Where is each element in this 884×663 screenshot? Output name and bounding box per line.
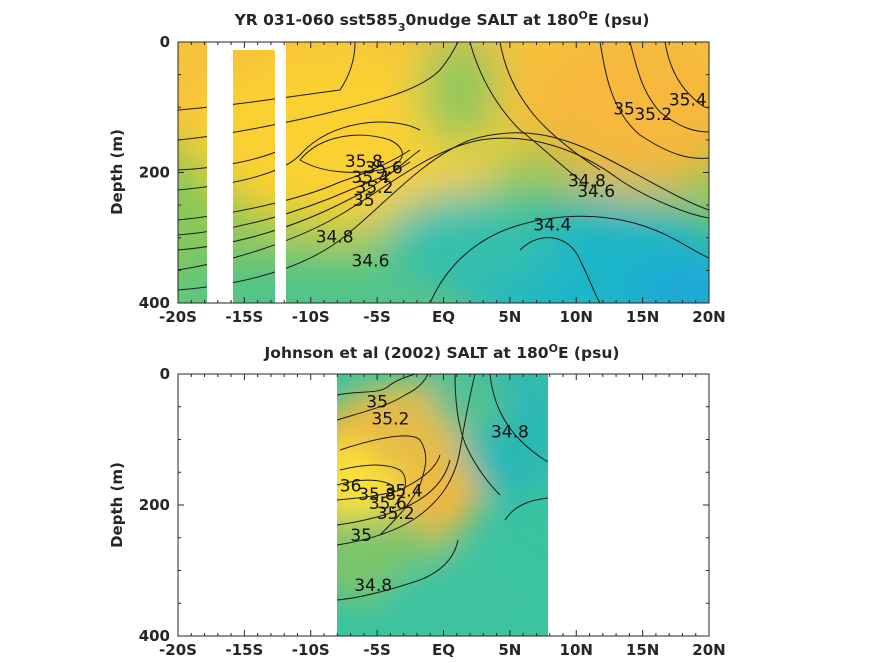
y-tick-label: 200 xyxy=(139,496,170,514)
panel-2-ticks: -20S -15S -10S -5S EQ 5N 10N 15N 20N 0 200 400 xyxy=(139,365,726,659)
contour-label: 35 xyxy=(366,393,388,413)
contour-label: 35.2 xyxy=(356,178,394,198)
contour-label: 35.8 xyxy=(345,152,383,172)
panel-2-contours xyxy=(337,374,548,601)
x-tick-label: -20S xyxy=(159,641,197,659)
contour-label: 35 xyxy=(350,526,372,546)
contour-label: 35.2 xyxy=(634,105,672,125)
y-tick-label: 0 xyxy=(160,33,170,51)
x-tick-label: 15N xyxy=(626,308,659,326)
contour-label: 34.4 xyxy=(533,216,571,236)
x-tick-label: 5N xyxy=(498,641,521,659)
contour-label: 34.8 xyxy=(354,576,392,596)
x-tick-label: -15S xyxy=(225,308,263,326)
panel-1-ticks: -20S -15S -10S -5S EQ 5N 10N 15N 20N 0 200 400 xyxy=(139,33,726,326)
contour-label: 34.8 xyxy=(316,227,354,247)
contour-label: 35 xyxy=(613,100,635,120)
x-tick-label: -15S xyxy=(225,641,263,659)
missing-data-notch xyxy=(214,42,226,50)
contour-label: 35 xyxy=(353,191,375,211)
contour-label: 34.8 xyxy=(568,171,606,191)
contour-label: 35.2 xyxy=(371,410,409,430)
missing-data-column-2 xyxy=(275,50,286,303)
contour-label: 35.6 xyxy=(369,494,407,514)
x-tick-label: EQ xyxy=(432,641,455,659)
x-tick-label: 10N xyxy=(560,308,593,326)
y-tick-label: 400 xyxy=(139,294,170,312)
contour-label: 34.6 xyxy=(352,252,390,272)
contour-label: 35.4 xyxy=(385,482,423,502)
panel-1-colorfield xyxy=(178,42,709,303)
contour-label: 35.4 xyxy=(669,90,707,110)
x-tick-label: 20N xyxy=(692,308,725,326)
x-tick-label: 10N xyxy=(560,641,593,659)
contour-label: 34.8 xyxy=(491,423,529,443)
x-tick-label: 5N xyxy=(498,308,521,326)
contour-label: 35.6 xyxy=(365,158,403,178)
y-tick-label: 400 xyxy=(139,627,170,645)
x-tick-label: -10S xyxy=(292,641,330,659)
x-tick-label: 20N xyxy=(692,641,725,659)
y-tick-label: 200 xyxy=(139,164,170,182)
missing-data-column-top xyxy=(226,42,286,50)
contour-label: 35.2 xyxy=(377,504,415,524)
x-tick-label: -10S xyxy=(292,308,330,326)
x-tick-label: 15N xyxy=(626,641,659,659)
panel-2-colorfield xyxy=(337,374,548,636)
panel-1-y-axis-label: Depth (m) xyxy=(108,129,126,215)
panel-1: YR 031-060 sst58530nudge SALT at 180OE (… xyxy=(108,9,726,326)
x-tick-label: -5S xyxy=(363,308,390,326)
contour-label: 36 xyxy=(340,476,362,496)
panel-1-blank-columns xyxy=(207,42,286,303)
x-tick-label: EQ xyxy=(432,308,455,326)
panel-1-contour-labels: 35.835.635.435.23534.834.634.434.634.835… xyxy=(316,90,707,271)
panel-2-y-axis-label: Depth (m) xyxy=(108,462,126,548)
panel-2: Johnson et al (2002) SALT at 180OE (psu) xyxy=(108,342,726,659)
contour-label: 35.4 xyxy=(352,168,390,188)
panel-2-title: Johnson et al (2002) SALT at 180OE (psu) xyxy=(264,342,620,362)
contour-label: 34.6 xyxy=(577,182,615,202)
missing-data-column-1 xyxy=(207,42,233,303)
x-tick-label: -5S xyxy=(363,641,390,659)
x-tick-label: -20S xyxy=(159,308,197,326)
panel-1-title: YR 031-060 sst58530nudge SALT at 180OE (… xyxy=(234,9,650,34)
y-tick-label: 0 xyxy=(160,365,170,383)
contour-label: 35.8 xyxy=(358,485,396,505)
